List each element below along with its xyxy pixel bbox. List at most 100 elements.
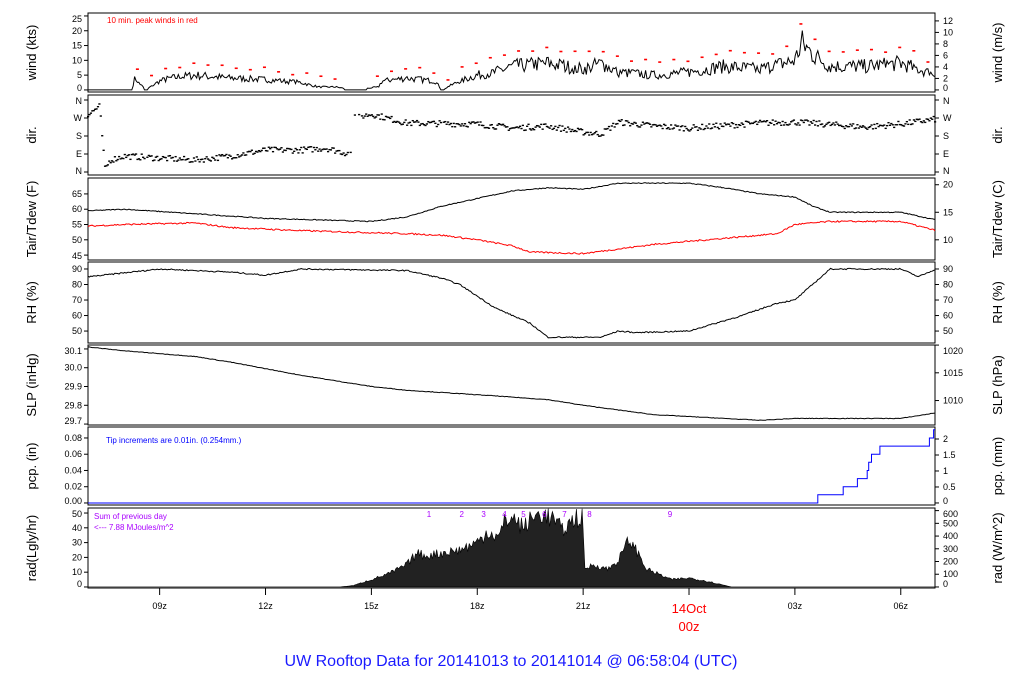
dir-point — [214, 159, 217, 161]
dir-point — [300, 146, 303, 149]
dir-point — [566, 126, 570, 128]
dir-point — [318, 148, 321, 150]
dir-point — [773, 124, 776, 126]
dir-point — [202, 161, 205, 163]
dir-point — [797, 122, 800, 124]
dir-point — [729, 125, 732, 127]
dir-point — [832, 122, 835, 124]
peak-wind-mark — [333, 78, 337, 80]
peak-wind-mark — [615, 55, 619, 57]
dir-point — [437, 123, 440, 126]
slp-ylabel: SLP (inHg) — [24, 353, 39, 416]
dir-point — [280, 147, 283, 149]
dir-point — [425, 123, 428, 125]
dir-point — [187, 158, 190, 160]
dir-point — [802, 121, 805, 124]
dir-point — [904, 123, 907, 125]
peak-wind-mark — [502, 54, 506, 56]
dir-point — [825, 123, 828, 125]
dir-point — [818, 120, 821, 122]
dir-point — [197, 158, 200, 161]
dir-point — [862, 125, 865, 127]
dir-point — [286, 147, 289, 150]
dir-point — [758, 119, 762, 122]
dir-point — [199, 158, 203, 161]
dir-point — [249, 150, 252, 153]
dir-point — [709, 127, 712, 130]
x-tick-label: 09z — [152, 601, 167, 611]
dir-point — [305, 148, 309, 151]
dir-point — [839, 124, 842, 127]
dir-point — [838, 124, 841, 127]
dir-point — [531, 127, 534, 130]
dir-point — [163, 156, 166, 159]
dir-point — [291, 152, 294, 154]
dir-point — [252, 153, 255, 155]
dir-point — [154, 156, 157, 158]
dir-point — [723, 122, 726, 124]
dir-point — [689, 128, 692, 131]
dir-point — [660, 125, 663, 127]
dir-point — [191, 161, 194, 163]
dir-point — [688, 130, 691, 132]
dir-point — [161, 155, 165, 158]
wind-right-tick-label: 2 — [943, 73, 948, 83]
dir-point — [816, 125, 820, 127]
rad-left-tick-label: 50 — [72, 509, 82, 519]
sun-hour-label: 9 — [668, 510, 673, 519]
dir-point — [415, 119, 419, 122]
dir-point — [849, 123, 852, 125]
dir-point — [648, 123, 652, 125]
peak-wind-mark — [460, 66, 464, 68]
pcp-right-tick-label: 0.5 — [943, 482, 956, 492]
dir-point — [113, 156, 117, 158]
dir-point — [463, 123, 467, 125]
dir-point — [551, 128, 554, 131]
peak-wind-mark — [771, 53, 775, 55]
dir-point — [139, 159, 142, 161]
dir-point — [277, 148, 280, 151]
dir-point — [112, 161, 115, 163]
dir-point — [108, 160, 111, 162]
dir-point — [716, 126, 719, 129]
dir-frame — [87, 94, 936, 176]
dir-point — [629, 125, 632, 127]
pcp-ylabel: pcp. (in) — [24, 443, 39, 490]
dir-point — [211, 156, 214, 159]
dir-point — [497, 123, 500, 125]
x-tick-label: 12z — [258, 601, 273, 611]
dir-point — [603, 128, 606, 130]
slp-right-tick-label: 1010 — [943, 396, 963, 406]
dir-point — [809, 121, 812, 123]
dir-point — [782, 124, 786, 126]
dir-point — [424, 124, 427, 127]
dir-point — [900, 124, 903, 126]
dir-point — [334, 152, 337, 154]
dir-point — [170, 157, 173, 159]
dir-point — [740, 122, 743, 124]
dir-point — [922, 120, 925, 122]
dir-point — [511, 127, 515, 129]
dir-point — [387, 116, 390, 119]
dir-point — [583, 132, 587, 135]
dir-point — [338, 149, 341, 152]
dir-point — [158, 158, 162, 161]
dir-point — [129, 158, 132, 161]
dir-point — [422, 123, 426, 126]
dir-point — [342, 152, 345, 154]
dir-point — [390, 115, 393, 118]
dir-point — [449, 122, 452, 125]
peak-wind-mark — [926, 61, 930, 63]
dir-point — [119, 158, 122, 160]
wind-left-tick-label: 25 — [72, 14, 82, 24]
rh-right-tick-label: 70 — [943, 295, 953, 305]
pcp-right-tick-label: 1.5 — [943, 450, 956, 460]
dir-point — [384, 115, 388, 118]
dir-point — [168, 154, 172, 157]
dir-point — [332, 147, 335, 149]
dir-point — [92, 109, 95, 112]
dir-point — [353, 114, 357, 116]
dir-point — [888, 124, 892, 127]
pcp-ylabel-right: pcp. (mm) — [990, 437, 1005, 496]
slp-right-tick-label: 1020 — [943, 346, 963, 356]
